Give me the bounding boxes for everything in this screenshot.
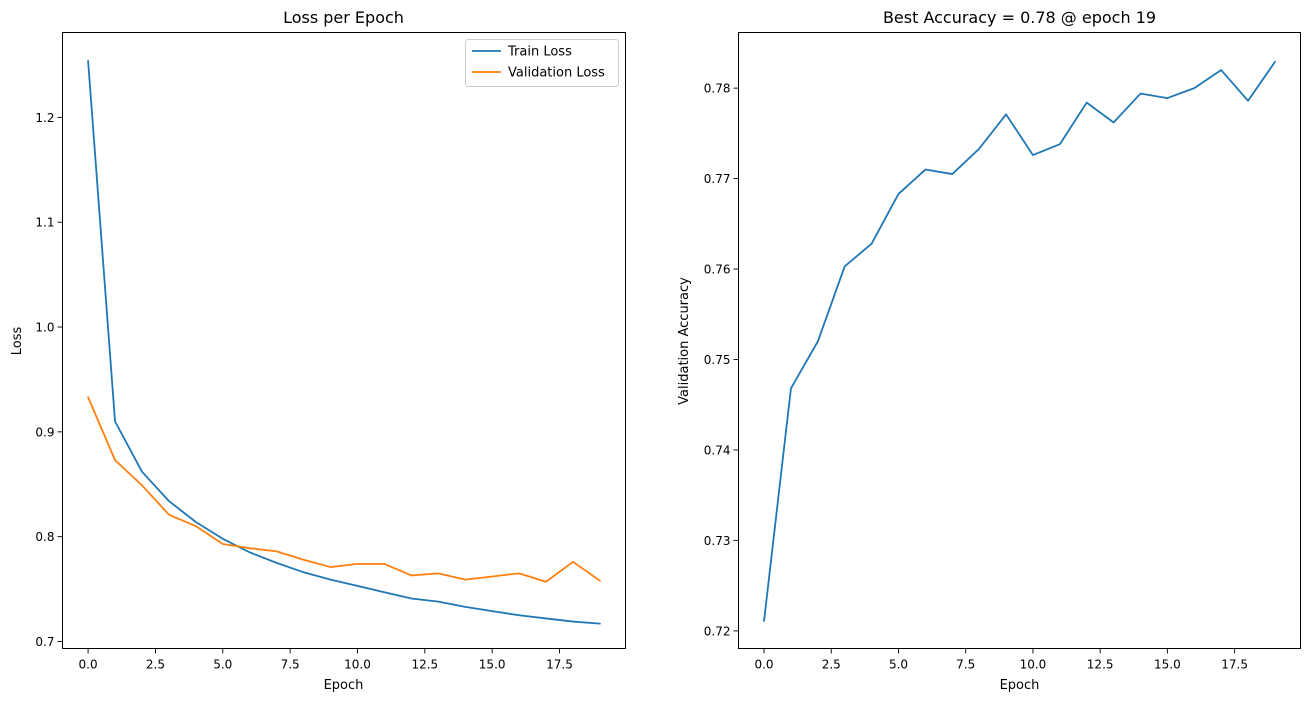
accuracy-chart-ylabel: Validation Accuracy bbox=[677, 277, 692, 405]
accuracy-x-tick-label: 12.5 bbox=[1087, 658, 1114, 672]
loss-legend: Train Loss Validation Loss bbox=[465, 39, 619, 87]
loss-x-tick-label: 15.0 bbox=[479, 658, 506, 672]
accuracy-y-tick-label: 0.77 bbox=[704, 172, 731, 186]
accuracy-chart: Best Accuracy = 0.78 @ epoch 19 0.0 2.5 5.… bbox=[677, 8, 1301, 693]
accuracy-y-tick-label: 0.74 bbox=[704, 443, 731, 457]
loss-x-tick-label: 2.5 bbox=[146, 658, 165, 672]
loss-x-tick-label: 12.5 bbox=[411, 658, 438, 672]
accuracy-chart-xlabel: Epoch bbox=[1000, 678, 1040, 693]
loss-chart-title: Loss per Epoch bbox=[283, 8, 404, 27]
accuracy-series-line bbox=[763, 61, 1276, 622]
loss-chart-plot-frame bbox=[62, 32, 626, 649]
loss-y-tick-label: 0.8 bbox=[35, 530, 54, 544]
loss-x-tick-label: 7.5 bbox=[281, 658, 300, 672]
loss-y-tick-label: 0.9 bbox=[35, 425, 54, 439]
legend-frame bbox=[465, 39, 619, 87]
loss-y-tick-label: 0.7 bbox=[35, 635, 54, 649]
loss-y-tick-label: 1.0 bbox=[35, 321, 54, 335]
accuracy-x-tick-label: 5.0 bbox=[889, 658, 908, 672]
loss-x-tick-label: 0.0 bbox=[79, 658, 98, 672]
accuracy-y-tick-label: 0.73 bbox=[704, 534, 731, 548]
accuracy-y-tick-label: 0.76 bbox=[704, 263, 731, 277]
legend-label-validation-loss: Validation Loss bbox=[508, 66, 605, 81]
loss-x-tick-label: 5.0 bbox=[213, 658, 232, 672]
accuracy-y-tick-label: 0.75 bbox=[704, 353, 731, 367]
accuracy-x-tick-label: 17.5 bbox=[1221, 658, 1248, 672]
loss-series-train-loss bbox=[87, 59, 601, 625]
loss-x-tick-label: 17.5 bbox=[546, 658, 573, 672]
accuracy-chart-plot-frame bbox=[738, 32, 1301, 649]
accuracy-x-tick-label: 15.0 bbox=[1154, 658, 1181, 672]
loss-series-validation-loss bbox=[87, 396, 601, 583]
loss-y-tick-label: 1.2 bbox=[35, 111, 54, 125]
loss-x-tick-label: 10.0 bbox=[344, 658, 371, 672]
loss-y-tick-label: 1.1 bbox=[35, 216, 54, 230]
loss-chart: Loss per Epoch 0.0 2.5 5.0 7.5 10.0 12.5 15.0 1… bbox=[10, 8, 626, 693]
accuracy-y-tick-label: 0.78 bbox=[704, 82, 731, 96]
accuracy-x-tick-label: 2.5 bbox=[822, 658, 841, 672]
loss-chart-xlabel: Epoch bbox=[324, 678, 364, 693]
legend-label-train-loss: Train Loss bbox=[507, 45, 572, 60]
accuracy-x-tick-label: 10.0 bbox=[1020, 658, 1047, 672]
accuracy-x-tick-label: 7.5 bbox=[956, 658, 975, 672]
loss-chart-ylabel: Loss bbox=[10, 327, 25, 356]
accuracy-x-tick-label: 0.0 bbox=[754, 658, 773, 672]
accuracy-y-tick-label: 0.72 bbox=[704, 624, 731, 638]
accuracy-chart-title: Best Accuracy = 0.78 @ epoch 19 bbox=[883, 8, 1156, 27]
